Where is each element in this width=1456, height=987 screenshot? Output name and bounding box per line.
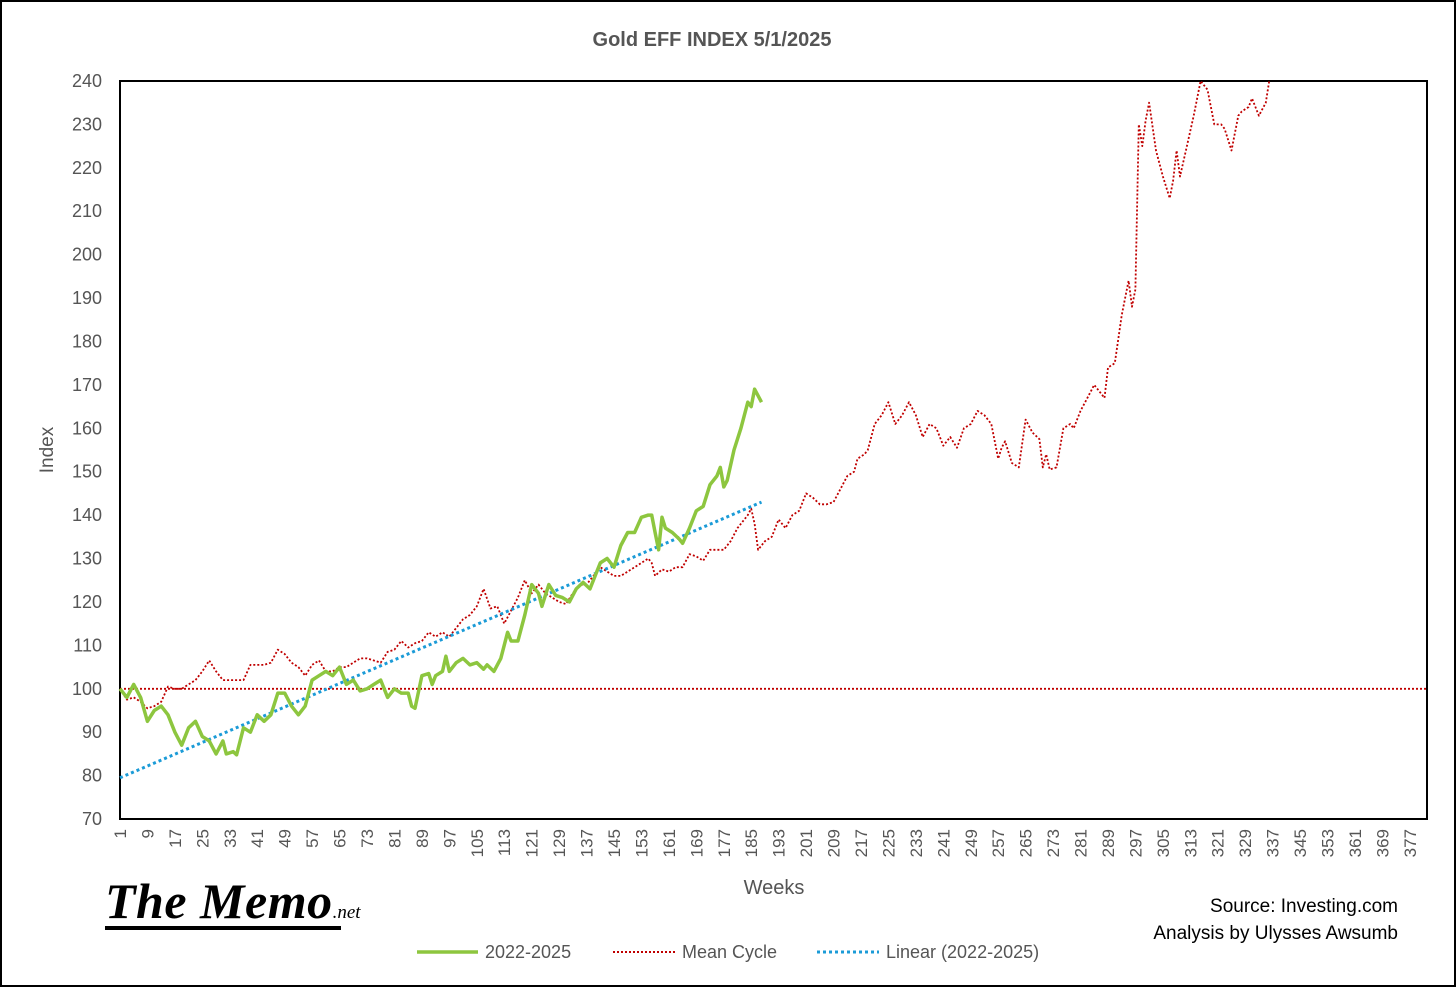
x-tick-label: 153 <box>632 829 651 857</box>
x-tick-label: 65 <box>331 829 350 848</box>
x-tick-label: 257 <box>989 829 1008 857</box>
x-tick-label: 321 <box>1209 829 1228 857</box>
y-tick-label: 100 <box>72 679 102 699</box>
x-tick-label: 161 <box>660 829 679 857</box>
x-tick-label: 89 <box>413 829 432 848</box>
y-tick-label: 230 <box>72 114 102 134</box>
chart-title: Gold EFF INDEX 5/1/2025 <box>593 29 832 51</box>
series-layer <box>118 80 1427 780</box>
x-tick-label: 297 <box>1126 829 1145 857</box>
source-attribution: Source: Investing.com Analysis by Ulysse… <box>1153 893 1398 947</box>
logo-main-text: The Memo <box>105 873 333 929</box>
the-memo-logo: The Memo.net <box>105 872 361 930</box>
x-tick-label: 9 <box>138 829 157 838</box>
x-tick-label: 281 <box>1072 829 1091 857</box>
legend-label-linear: Linear (2022-2025) <box>886 942 1039 962</box>
x-tick-label: 73 <box>358 829 377 848</box>
y-tick-label: 220 <box>72 158 102 178</box>
y-axis-label: Index <box>37 426 58 473</box>
x-tick-label: 105 <box>468 829 487 857</box>
x-tick-label: 121 <box>523 829 542 857</box>
x-tick-label: 345 <box>1291 829 1310 857</box>
x-tick-label: 273 <box>1044 829 1063 857</box>
x-tick-label: 201 <box>797 829 816 857</box>
y-tick-label: 180 <box>72 331 102 351</box>
y-tick-label: 130 <box>72 549 102 569</box>
y-tick-label: 200 <box>72 245 102 265</box>
series-line-linear-2022-2025 <box>119 500 763 780</box>
x-tick-label: 81 <box>385 829 404 848</box>
y-tick-label: 160 <box>72 418 102 438</box>
x-tick-label: 169 <box>687 829 706 857</box>
analysis-line: Analysis by Ulysses Awsumb <box>1153 923 1398 944</box>
legend-label-mean-cycle: Mean Cycle <box>682 942 777 962</box>
x-tick-label: 313 <box>1181 829 1200 857</box>
x-tick-label: 241 <box>934 829 953 857</box>
logo-underline <box>105 926 341 930</box>
x-tick-label: 185 <box>742 829 761 857</box>
x-tick-label: 337 <box>1264 829 1283 857</box>
x-tick-label: 177 <box>715 829 734 857</box>
x-tick-label: 361 <box>1346 829 1365 857</box>
y-tick-label: 190 <box>72 288 102 308</box>
x-tick-label: 129 <box>550 829 569 857</box>
x-tick-label: 33 <box>221 829 240 848</box>
x-tick-label: 353 <box>1319 829 1338 857</box>
x-tick-label: 25 <box>193 829 212 848</box>
series-line-2022-2025 <box>118 387 764 757</box>
x-tick-label: 1 <box>111 829 130 838</box>
x-tick-label: 369 <box>1373 829 1392 857</box>
x-tick-label: 265 <box>1017 829 1036 857</box>
x-tick-label: 233 <box>907 829 926 857</box>
y-tick-label: 210 <box>72 201 102 221</box>
x-tick-label: 305 <box>1154 829 1173 857</box>
y-tick-label: 80 <box>82 766 102 786</box>
legend: 2022-2025 Mean Cycle Linear (2022-2025) <box>417 942 1039 962</box>
x-tick-label: 97 <box>440 829 459 848</box>
legend-label-2022-2025: 2022-2025 <box>485 942 571 962</box>
x-tick-label: 289 <box>1099 829 1118 857</box>
x-axis-ticks: 1 9 17 25 33 41 49 57 65 73 81 89 97 105 113 121 129 137 1… <box>111 829 1420 857</box>
x-tick-label: 57 <box>303 829 322 848</box>
y-tick-label: 120 <box>72 592 102 612</box>
y-tick-label: 170 <box>72 375 102 395</box>
x-tick-label: 225 <box>879 829 898 857</box>
plot-area <box>119 80 1428 820</box>
y-tick-label: 150 <box>72 462 102 482</box>
y-tick-label: 90 <box>82 722 102 742</box>
y-axis-ticks: 70 80 90 100 110 120 130 140 150 160 170 180 190 200 2… <box>72 71 102 829</box>
x-tick-label: 377 <box>1401 829 1420 857</box>
x-tick-label: 113 <box>495 829 514 856</box>
x-tick-label: 217 <box>852 829 871 857</box>
x-tick-label: 41 <box>248 829 267 848</box>
y-tick-label: 110 <box>73 635 102 655</box>
y-tick-label: 240 <box>72 71 102 91</box>
x-tick-label: 193 <box>770 829 789 857</box>
x-axis-label: Weeks <box>744 877 805 899</box>
source-line: Source: Investing.com <box>1210 896 1398 917</box>
x-tick-label: 209 <box>825 829 844 857</box>
x-tick-label: 137 <box>578 829 597 857</box>
x-tick-label: 329 <box>1236 829 1255 857</box>
y-tick-label: 140 <box>72 505 102 525</box>
series-line-mean-cycle <box>119 80 1271 710</box>
x-tick-label: 49 <box>276 829 295 848</box>
x-tick-label: 17 <box>166 829 185 848</box>
x-tick-label: 249 <box>962 829 981 857</box>
y-tick-label: 70 <box>82 809 102 829</box>
x-tick-label: 145 <box>605 829 624 857</box>
logo-suffix-text: .net <box>332 902 361 923</box>
